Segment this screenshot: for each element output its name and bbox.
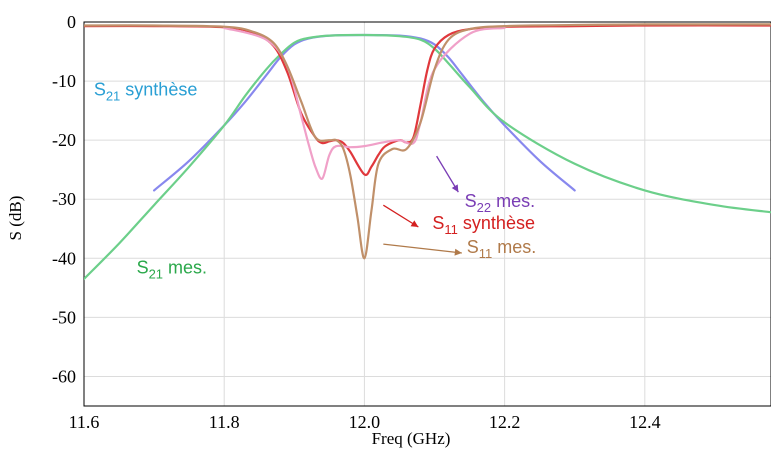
y-tick-labels: 0 -10 -20 -30 -40 -50 -60 — [52, 12, 76, 386]
annotation-arrowhead-s11-mes — [454, 248, 462, 256]
series-line-s11-mes — [84, 23, 771, 260]
annotation-s21-synth: S21 synthèse — [94, 79, 198, 103]
series-line-s21-mes — [84, 33, 771, 281]
y-tick-label: -20 — [52, 130, 76, 150]
y-tick-label: -50 — [52, 307, 76, 327]
annotation-s22-mes: S22 mes. — [465, 191, 535, 215]
x-axis-label: Freq (GHz) — [372, 429, 451, 448]
annotation-arrowhead-s22-mes — [451, 184, 459, 193]
x-tick-labels: 11.6 11.8 12.0 12.2 12.4 — [69, 412, 661, 432]
x-tick-label: 12.4 — [629, 412, 661, 432]
x-tick-label: 11.6 — [69, 412, 100, 432]
annotation-s11-mes: S11 mes. — [467, 237, 537, 261]
x-tick-label: 12.0 — [349, 412, 381, 432]
annotation-arrow-s11-mes — [383, 243, 462, 254]
annotation-s21-mes: S21 mes. — [137, 258, 208, 282]
annotation-arrow-s22-mes — [436, 155, 459, 193]
y-tick-label: -30 — [52, 189, 76, 209]
y-tick-label: -10 — [52, 71, 76, 91]
y-tick-label: -60 — [52, 366, 76, 386]
series-layer — [84, 23, 771, 281]
annotation-arrowhead-s11-synth — [410, 220, 419, 227]
annotation-s11-synth: S11 synthèse — [432, 213, 535, 237]
y-axis-label: S (dB) — [6, 196, 25, 241]
plot-frame — [83, 21, 771, 407]
x-tick-label: 12.2 — [489, 412, 521, 432]
y-tick-label: -40 — [52, 248, 76, 268]
y-tick-label: 0 — [67, 12, 76, 32]
x-tick-label: 11.8 — [209, 412, 240, 432]
annotation-layer: S21 synthèse S21 mes. S22 mes.S11 synthèse… — [94, 79, 536, 281]
